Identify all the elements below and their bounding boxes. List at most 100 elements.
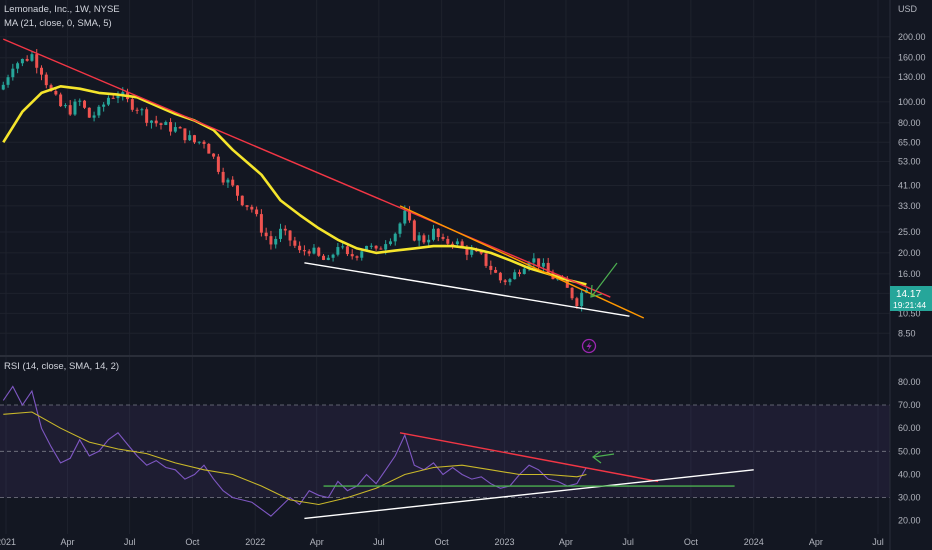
candle-body [455,241,459,245]
candle-body [121,92,125,96]
x-tick-label: 2021 [0,537,16,547]
candle-body [489,265,493,270]
candle-body [498,272,502,281]
candle-body [388,241,392,245]
x-tick-label: Oct [684,537,699,547]
candle-body [412,220,416,241]
candle-body [164,122,168,125]
candle-body [537,258,541,267]
x-tick-label: Jul [373,537,385,547]
rsi-y-tick-label: 40.00 [898,469,921,479]
candle-body [494,269,498,273]
candle-body [441,237,445,239]
grid-lines [0,0,890,534]
rsi-y-tick-label: 20.00 [898,516,921,526]
candle-body [446,238,450,244]
rsi-y-tick-label: 80.00 [898,377,921,387]
rsi-legend[interactable]: RSI (14, close, SMA, 14, 2) [4,361,119,372]
candle-body [283,228,287,231]
candle-body [508,279,512,283]
candle-body [298,245,302,251]
candle-body [11,68,15,78]
candle-body [240,195,244,206]
rsi-axis[interactable]: 80.00 70.00 60.00 50.00 40.00 30.00 20.00 [898,377,921,526]
y-tick-label: 130.00 [898,72,926,82]
descending-resistance-line[interactable] [2,38,611,298]
flash-icon[interactable] [581,338,597,354]
candle-body [183,128,187,141]
rsi-y-tick-label: 70.00 [898,400,921,410]
candle-body [264,232,268,237]
y-tick-label: 20.00 [898,248,921,258]
candle-body [59,94,63,107]
candle-body [331,254,335,258]
candle-body [408,210,412,221]
x-tick-label: Jul [124,537,136,547]
rsi-y-tick-label: 60.00 [898,423,921,433]
candle-body [63,105,67,107]
candle-body [374,245,378,249]
candle-body [173,127,177,132]
candle-body [274,238,278,245]
candle-body [293,240,297,246]
x-tick-label: Oct [185,537,200,547]
candle-body [360,251,364,258]
price-arrow-annotation[interactable] [590,262,618,298]
y-tick-label: 10.50 [898,308,921,318]
candle-body [20,58,24,64]
candle-body [54,90,58,95]
channel-top-line[interactable] [399,205,645,319]
y-tick-label: 160.00 [898,53,926,63]
candle-body [570,287,574,299]
rsi-ma-line [3,411,587,506]
candle-body [49,85,53,91]
candle-body [341,246,345,248]
candle-body [431,228,435,240]
x-tick-label: 2022 [245,537,265,547]
candle-body [369,245,373,247]
candle-body [436,228,440,238]
candle-body [135,109,139,111]
y-tick-label: 41.00 [898,181,921,191]
candle-body [575,298,579,307]
candle-body [288,230,292,241]
chart-title: Lemonade, Inc., 1W, NYSE [4,4,120,15]
candle-body [479,251,483,254]
candle-body [322,255,326,260]
candle-body [565,279,569,288]
candle-body [68,105,72,115]
candle-body [355,256,359,258]
last-price: 14.17 [896,289,921,300]
rsi-resistance-line[interactable] [399,432,659,483]
candle-body [25,58,29,61]
rsi-layer [2,385,754,520]
rsi-support-rising-line[interactable] [304,469,754,520]
candle-body [192,135,196,143]
candle-body [259,214,263,233]
candle-body [427,239,431,243]
candle-body [518,272,522,274]
candle-body [345,246,349,255]
candle-body [312,247,316,254]
candle-body [379,248,383,250]
candle-body [460,241,464,248]
candle-body [279,228,283,239]
y-tick-label: 65.00 [898,137,921,147]
candle-body [326,257,330,260]
candle-body [255,209,259,215]
last-price-badge[interactable]: 14.17 19:21:44 [890,286,932,311]
x-tick-label: Apr [559,537,573,547]
rsi-arrow-annotation[interactable] [592,450,615,464]
x-tick-label: Jul [622,537,634,547]
ma-legend[interactable]: MA (21, close, 0, SMA, 5) [4,18,112,29]
y-tick-label: 16.00 [898,269,921,279]
y-tick-label: 53.00 [898,156,921,166]
time-axis[interactable]: 2021 Apr Jul Oct 2022 Apr Jul Oct 2023 Apr Jul Oct 2… [0,537,884,547]
candle-body [6,77,10,85]
candle-body [403,210,407,224]
candle-body [302,250,306,252]
wedge-support-line[interactable] [304,262,630,317]
candle-body [245,205,249,207]
